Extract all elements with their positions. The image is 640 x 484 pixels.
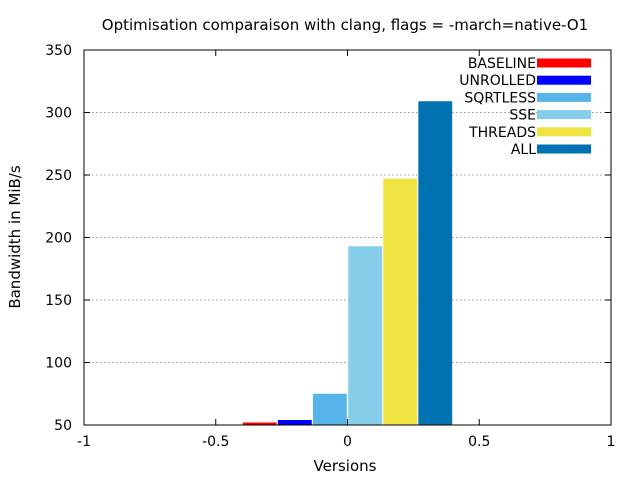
- axis-ticks: 50 100 150 200 250 300 350 -1 -0.5 0 0.5 1: [45, 43, 615, 450]
- legend-swatch-sse: [537, 110, 591, 120]
- legend-swatch-threads: [537, 127, 591, 137]
- bar-unrolled: [277, 420, 312, 425]
- y-tick-label: 100: [45, 356, 72, 372]
- legend-swatch-all: [537, 144, 591, 154]
- x-tick-label: -0.5: [202, 434, 229, 450]
- legend-label-baseline: BASELINE: [468, 56, 536, 72]
- x-tick-label: 0.5: [468, 434, 490, 450]
- legend-label-sse: SSE: [509, 108, 536, 124]
- bar-baseline: [242, 422, 277, 425]
- bar-all: [418, 101, 453, 425]
- legend-label-all: ALL: [511, 142, 536, 158]
- bar-threads: [383, 178, 418, 425]
- bar-sqrtless: [312, 393, 347, 425]
- legend-label-sqrtless: SQRTLESS: [464, 90, 536, 106]
- y-tick-label: 300: [45, 106, 72, 122]
- x-tick-label: 1: [607, 434, 616, 450]
- legend-label-unrolled: UNROLLED: [459, 73, 536, 89]
- legend-swatch-unrolled: [537, 75, 591, 85]
- y-tick-label: 250: [45, 168, 72, 184]
- x-tick-label: -1: [77, 434, 91, 450]
- y-axis-label: Bandwidth in MiB/s: [6, 165, 24, 309]
- bar-sse: [348, 246, 383, 425]
- y-tick-label: 350: [45, 43, 72, 59]
- x-axis-label: Versions: [314, 457, 377, 475]
- y-tick-label: 50: [54, 418, 72, 434]
- y-tick-label: 200: [45, 231, 72, 247]
- legend-swatch-sqrtless: [537, 92, 591, 102]
- x-tick-label: 0: [343, 434, 352, 450]
- chart-title: Optimisation comparaison with clang, fla…: [102, 16, 588, 34]
- y-tick-label: 150: [45, 293, 72, 309]
- legend-label-threads: THREADS: [468, 125, 536, 141]
- bars: [242, 101, 453, 425]
- legend-swatch-baseline: [537, 58, 591, 68]
